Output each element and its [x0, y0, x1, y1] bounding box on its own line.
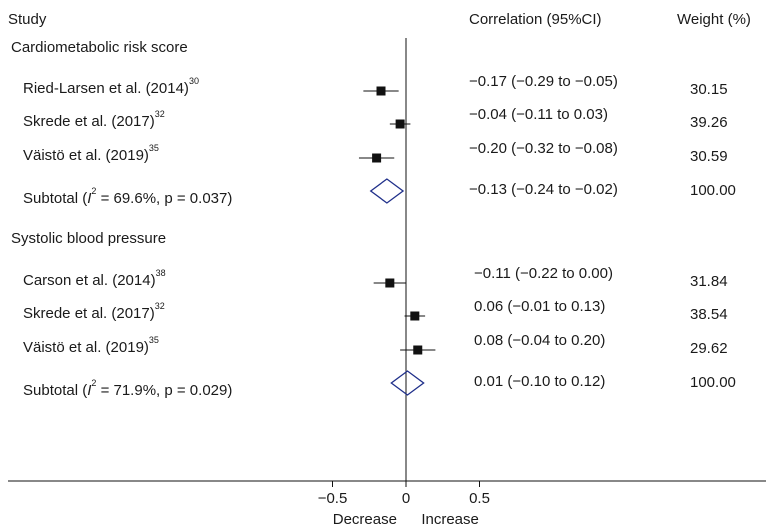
ci-text: −0.04 (−0.11 to 0.03): [469, 106, 608, 123]
subtotal-label-part: 2: [91, 378, 96, 388]
ci-text: 0.08 (−0.04 to 0.20): [474, 332, 605, 349]
weight-value: 38.54: [690, 306, 728, 323]
x-tick-label: −0.5: [318, 490, 348, 507]
point-estimate-marker: [385, 278, 395, 288]
point-estimate-marker: [376, 86, 386, 96]
subtotal-label-part: 2: [91, 186, 96, 196]
study-label: Skrede et al. (2017)32: [23, 301, 165, 322]
subtotal-label: Subtotal (I2 = 71.9%, p = 0.029): [23, 378, 232, 399]
study-label: Väistö et al. (2019)35: [23, 335, 159, 356]
weight-value: 30.59: [690, 148, 728, 165]
weight-value: 30.15: [690, 81, 728, 98]
weight-value: 29.62: [690, 340, 728, 357]
study-name: Ried-Larsen et al. (2014): [23, 80, 189, 97]
header-weight: Weight (%): [677, 11, 751, 28]
subtotal-label-part: = 71.9%, p = 0.029): [96, 382, 232, 399]
study-label: Väistö et al. (2019)35: [23, 143, 159, 164]
study-ref: 30: [189, 76, 199, 86]
study-ref: 35: [149, 335, 159, 345]
ci-text: 0.06 (−0.01 to 0.13): [474, 298, 605, 315]
x-tick-label: 0: [402, 490, 410, 507]
point-estimate-marker: [372, 153, 382, 163]
subtotal-label-part: = 69.6%, p = 0.037): [96, 190, 232, 207]
subtotal-label-part: I: [87, 190, 91, 207]
point-estimate-marker: [410, 311, 420, 321]
subtotal-label-part: Subtotal (: [23, 382, 87, 399]
study-ref: 32: [155, 109, 165, 119]
subtotal-ci-text: 0.01 (−0.10 to 0.12): [474, 373, 605, 390]
subtotal-ci-text: −0.13 (−0.24 to −0.02): [469, 181, 618, 198]
ci-text: −0.17 (−0.29 to −0.05): [469, 73, 618, 90]
study-name: Carson et al. (2014): [23, 272, 156, 289]
study-name: Väistö et al. (2019): [23, 147, 149, 164]
header-ci: Correlation (95%CI): [469, 11, 602, 28]
study-ref: 35: [149, 143, 159, 153]
weight-value: 39.26: [690, 114, 728, 131]
study-name: Skrede et al. (2017): [23, 113, 155, 130]
subtotal-diamond: [369, 178, 405, 204]
subtotal-label: Subtotal (I2 = 69.6%, p = 0.037): [23, 186, 232, 207]
point-estimate-marker: [413, 345, 423, 355]
point-estimate-marker: [395, 119, 405, 129]
header-study: Study: [8, 11, 47, 28]
x-axis-right-label: Increase: [421, 511, 479, 528]
group-heading: Cardiometabolic risk score: [11, 39, 188, 56]
subtotal-weight: 100.00: [690, 182, 736, 199]
study-ref: 32: [155, 301, 165, 311]
group-heading: Systolic blood pressure: [11, 230, 166, 247]
ci-text: −0.11 (−0.22 to 0.00): [474, 265, 613, 282]
subtotal-label-part: Subtotal (: [23, 190, 87, 207]
ci-text: −0.20 (−0.32 to −0.08): [469, 140, 618, 157]
study-name: Skrede et al. (2017): [23, 305, 155, 322]
subtotal-label-part: I: [87, 382, 91, 399]
x-axis-left-label: Decrease: [333, 511, 397, 528]
subtotal-weight: 100.00: [690, 374, 736, 391]
study-label: Skrede et al. (2017)32: [23, 109, 165, 130]
study-label: Carson et al. (2014)38: [23, 268, 166, 289]
study-label: Ried-Larsen et al. (2014)30: [23, 76, 199, 97]
subtotal-diamond: [390, 370, 425, 396]
weight-value: 31.84: [690, 273, 728, 290]
study-name: Väistö et al. (2019): [23, 339, 149, 356]
study-ref: 38: [156, 268, 166, 278]
x-tick-label: 0.5: [469, 490, 490, 507]
